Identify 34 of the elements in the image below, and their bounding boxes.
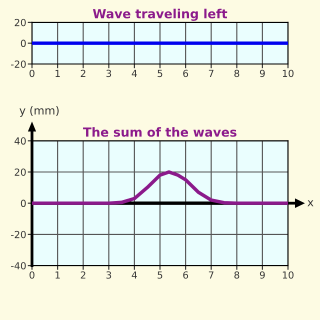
x-axis-title: x: [308, 200, 314, 206]
x-tick-label: 6: [183, 271, 188, 279]
x-tick-label: 0: [30, 70, 34, 78]
y-tick-label: -20: [11, 230, 26, 238]
x-tick-label: 9: [260, 70, 265, 78]
y-tick-label: -40: [11, 262, 26, 270]
y-tick-label: -20: [11, 60, 26, 68]
x-tick-label: 9: [260, 271, 265, 279]
x-tick-label: 2: [80, 271, 86, 279]
x-tick-label: 5: [158, 271, 162, 279]
x-tick-label: 10: [282, 70, 294, 78]
x-tick-label: 10: [282, 271, 294, 279]
y-tick-label: 20: [14, 168, 26, 176]
x-tick-label: 4: [132, 70, 137, 77]
x-tick-label: 7: [208, 271, 214, 279]
x-tick-label: 5: [158, 70, 162, 78]
x-tick-label: 2: [80, 70, 86, 77]
y-tick-label: 40: [14, 137, 26, 145]
y-tick-label: 0: [20, 40, 26, 48]
y-axis-title: y (mm): [20, 106, 59, 117]
x-tick-label: 7: [208, 70, 214, 77]
x-tick-label: 1: [56, 271, 60, 279]
x-tick-label: 1: [56, 70, 60, 77]
chart-title: The sum of the waves: [83, 127, 236, 137]
chart-title: Wave traveling left: [92, 8, 228, 21]
x-tick-label: 4: [132, 271, 137, 279]
y-tick-label: 20: [14, 18, 26, 26]
x-tick-label: 3: [106, 70, 112, 78]
x-tick-label: 8: [234, 271, 240, 279]
y-tick-label: 0: [20, 200, 26, 208]
x-tick-label: 8: [234, 70, 240, 78]
x-tick-label: 0: [30, 271, 34, 279]
x-tick-label: 6: [183, 70, 188, 78]
x-tick-label: 3: [106, 271, 112, 279]
